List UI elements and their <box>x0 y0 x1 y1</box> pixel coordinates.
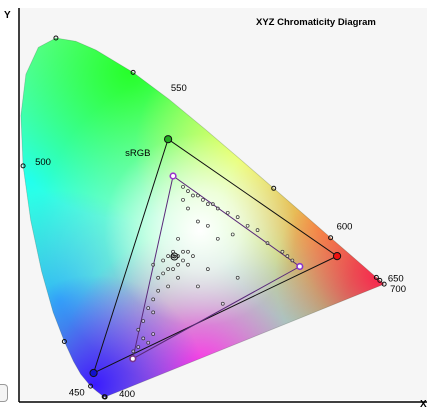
sample-point <box>255 228 260 232</box>
x-axis-label: X <box>420 399 427 410</box>
locus-marker <box>61 339 67 345</box>
wavelength-label: 500 <box>35 157 51 168</box>
sample-point <box>186 262 190 267</box>
sample-point <box>215 236 220 241</box>
sample-point <box>136 345 141 349</box>
wavelength-label: 650 <box>388 273 404 284</box>
sample-point <box>186 206 190 211</box>
wavelength-label: 700 <box>390 284 406 295</box>
sample-point <box>161 271 165 276</box>
sample-point <box>206 267 210 271</box>
wavelength-label: 600 <box>337 222 353 233</box>
sample-point <box>181 184 185 189</box>
sample-point <box>220 301 225 306</box>
sample-point <box>206 202 210 206</box>
sample-point <box>156 288 161 293</box>
sample-point <box>196 193 200 198</box>
chart-title: XYZ Chromaticity Diagram <box>256 17 376 28</box>
sample-point <box>166 284 170 289</box>
sample-point <box>191 254 195 258</box>
device-primary-marker <box>169 172 177 180</box>
sample-point <box>181 249 185 254</box>
sample-point <box>171 267 175 271</box>
locus-marker <box>101 394 107 400</box>
sample-point <box>131 349 136 354</box>
sample-point <box>166 254 170 258</box>
sample-point <box>235 275 240 280</box>
sample-point <box>186 189 190 194</box>
sample-point <box>285 254 290 258</box>
srgb-primary-marker <box>332 252 342 261</box>
y-axis-label: Y <box>4 10 11 21</box>
sample-point <box>151 310 156 315</box>
sample-point <box>290 258 295 263</box>
sample-point <box>176 236 180 241</box>
locus-marker <box>328 235 334 241</box>
srgb-primary-marker <box>89 368 98 378</box>
sample-point <box>265 241 270 245</box>
axes: Y X XYZ Chromaticity Diagram <box>4 8 427 410</box>
srgb-primary-marker <box>164 135 173 144</box>
sample-point <box>136 327 141 332</box>
sample-point <box>191 193 195 198</box>
wavelength-label: 400 <box>119 389 135 400</box>
white-point-inner <box>172 254 177 259</box>
sample-point <box>196 284 200 289</box>
locus-marker <box>130 69 136 75</box>
locus-marker <box>53 35 59 41</box>
sample-point <box>151 332 156 336</box>
sample-point <box>201 197 205 202</box>
sample-point <box>280 249 285 254</box>
white-point-marker <box>170 252 179 261</box>
sample-point <box>176 275 180 280</box>
srgb-label: sRGB <box>125 148 150 159</box>
sample-point <box>235 215 240 219</box>
locus-marker <box>271 185 277 191</box>
locus-marker <box>20 163 26 169</box>
locus-marker <box>88 383 94 389</box>
sample-point <box>210 202 215 206</box>
locus-marker <box>381 281 387 287</box>
wavelength-label: 450 <box>69 387 85 398</box>
sample-point <box>156 275 161 280</box>
sample-point <box>161 258 165 263</box>
spectral-locus-outline <box>20 37 385 398</box>
sample-point <box>166 267 170 271</box>
sample-point <box>215 206 220 211</box>
sample-point <box>146 340 151 345</box>
device-primary-marker <box>296 262 304 271</box>
sample-point <box>181 197 185 202</box>
side-panel-toggle[interactable] <box>0 384 8 402</box>
sample-point <box>181 258 185 263</box>
locus-marker <box>373 274 379 280</box>
locus-marker <box>377 277 383 283</box>
sample-point <box>151 297 156 302</box>
wavelength-label: 550 <box>171 83 187 94</box>
device-primary-marker <box>129 355 137 363</box>
device-gamut-triangle <box>132 175 301 360</box>
sample-point <box>245 223 250 228</box>
sample-point <box>176 262 180 267</box>
sample-point <box>196 219 200 224</box>
sample-point <box>146 306 151 310</box>
sample-point <box>141 319 146 323</box>
sample-point <box>206 223 210 228</box>
sample-point <box>151 262 156 267</box>
sample-point <box>230 232 235 237</box>
sample-point <box>141 336 146 341</box>
sample-point <box>186 249 190 254</box>
sample-point <box>225 210 230 215</box>
srgb-gamut-triangle <box>92 138 339 374</box>
